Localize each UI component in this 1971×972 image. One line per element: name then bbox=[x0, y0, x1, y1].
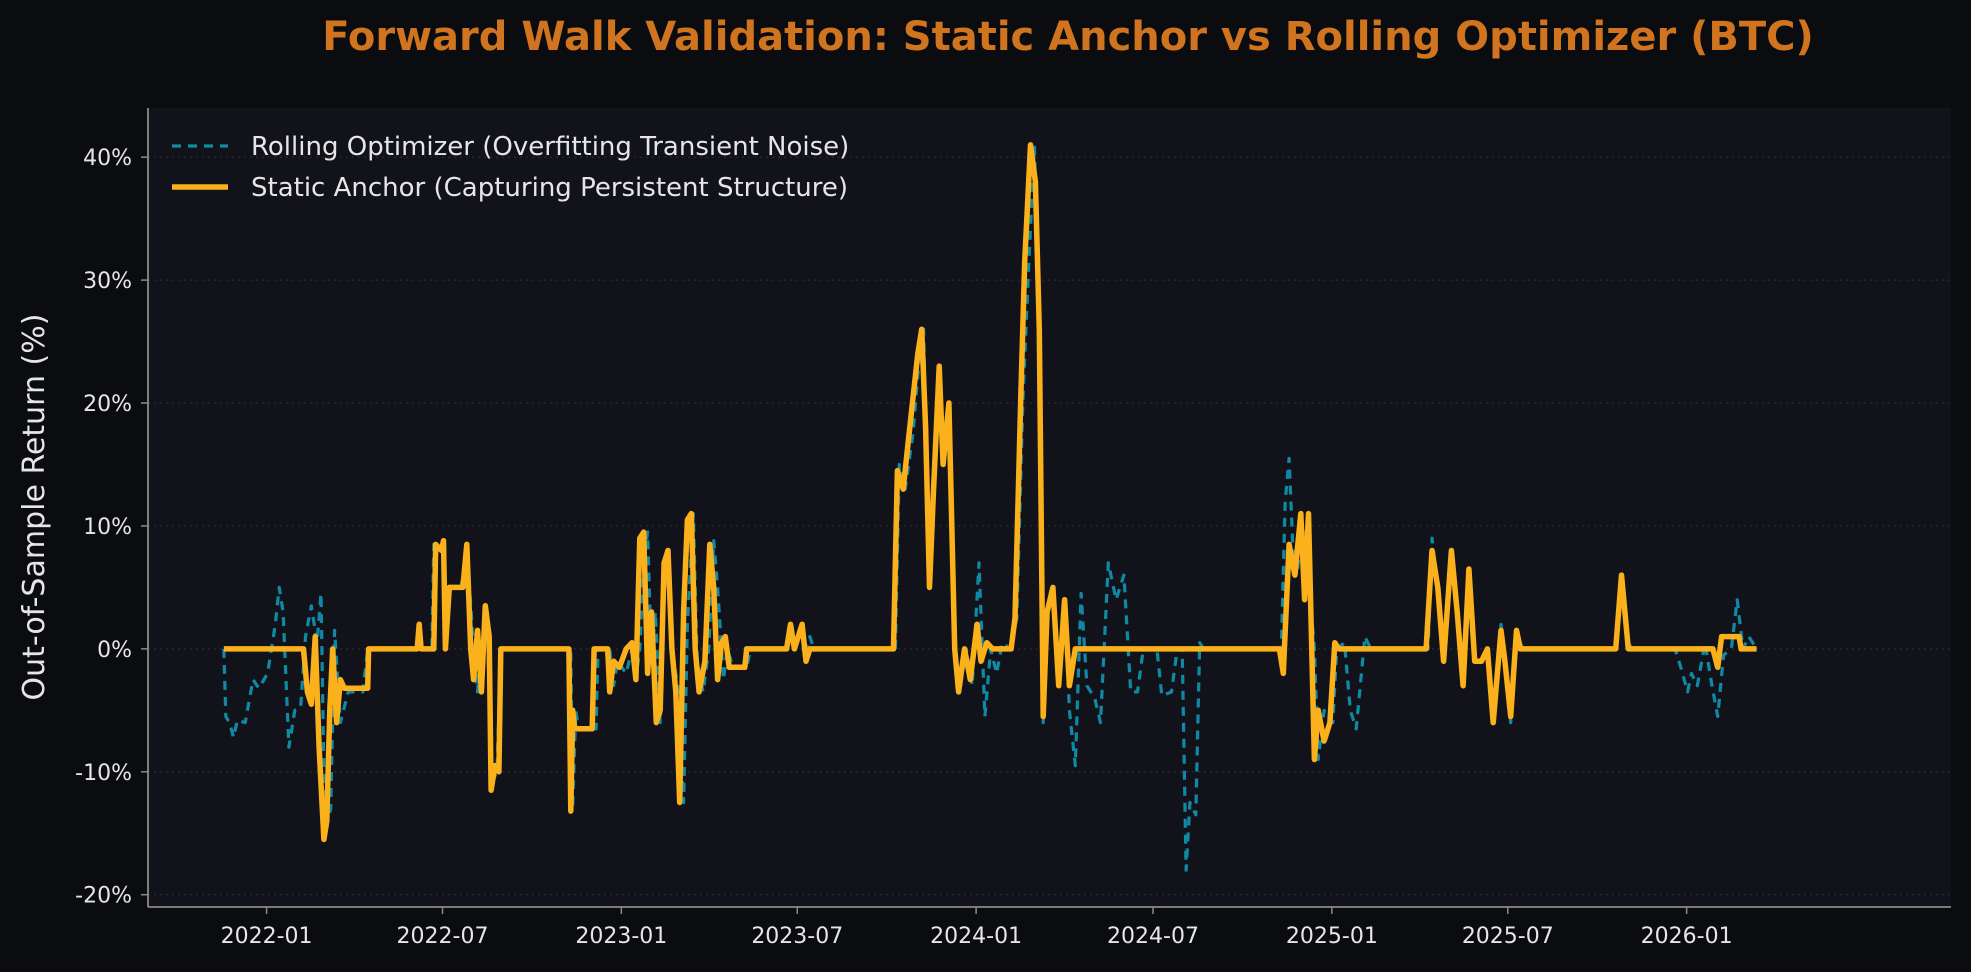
y-tick-label: 0% bbox=[97, 638, 132, 663]
axes bbox=[147, 108, 1951, 908]
series-line-static bbox=[223, 142, 1757, 843]
y-tick-label: 20% bbox=[83, 392, 132, 417]
x-tick-label: 2023-07 bbox=[751, 924, 843, 949]
x-tick-label: 2025-07 bbox=[1462, 924, 1554, 949]
legend-label-static: Static Anchor (Capturing Persistent Stru… bbox=[251, 173, 848, 203]
y-tick-label: -10% bbox=[75, 761, 132, 786]
x-tick-label: 2024-07 bbox=[1107, 924, 1199, 949]
grid-lines bbox=[148, 156, 1951, 896]
series-lines bbox=[222, 142, 1758, 872]
y-tick-label: 10% bbox=[83, 515, 132, 540]
x-tick-label: 2022-01 bbox=[221, 924, 313, 949]
x-tick-label: 2025-01 bbox=[1286, 924, 1378, 949]
x-tick-label: 2022-07 bbox=[397, 924, 489, 949]
y-ticks: 40% 30% 20% 10% 0% -10% -20% bbox=[75, 146, 148, 909]
y-tick-label: 30% bbox=[83, 269, 132, 294]
x-ticks: 2022-01 2022-07 2023-01 2023-07 2024-01 2024-… bbox=[221, 907, 1733, 949]
plot-area bbox=[148, 108, 1951, 907]
y-axis-label: Out-of-Sample Return (%) bbox=[17, 314, 52, 701]
x-tick-label: 2024-01 bbox=[930, 924, 1022, 949]
chart-title: Forward Walk Validation: Static Anchor v… bbox=[322, 14, 1814, 60]
legend: Rolling Optimizer (Overfitting Transient… bbox=[172, 132, 849, 203]
x-tick-label: 2023-01 bbox=[575, 924, 667, 949]
x-tick-label: 2026-01 bbox=[1641, 924, 1733, 949]
legend-label-rolling: Rolling Optimizer (Overfitting Transient… bbox=[251, 132, 849, 162]
y-tick-label: 40% bbox=[83, 146, 132, 171]
y-tick-label: -20% bbox=[75, 884, 132, 909]
